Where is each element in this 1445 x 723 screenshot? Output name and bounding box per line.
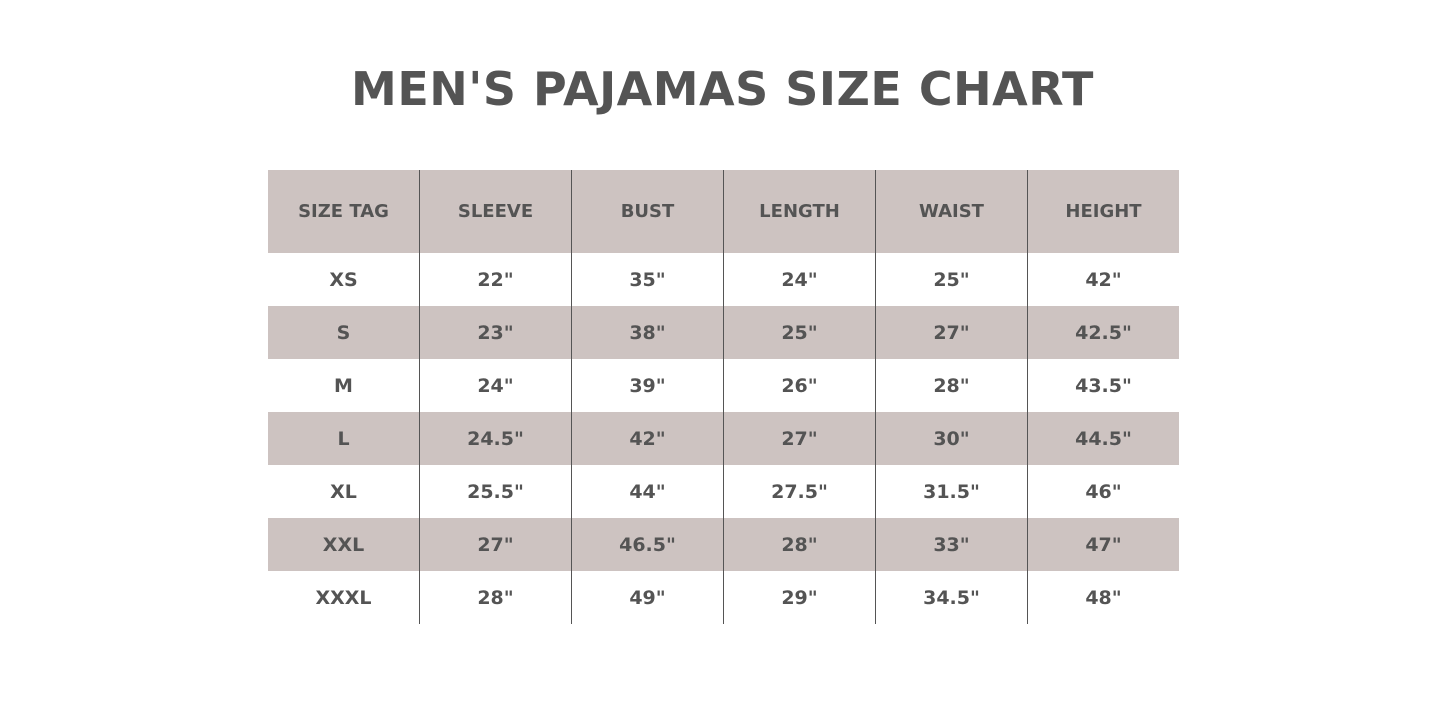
table-cell-size-tag: XXL <box>268 518 420 571</box>
table-cell-height: 42" <box>1027 253 1179 306</box>
table-cell-bust: 42" <box>571 412 724 465</box>
table-cell-waist: 30" <box>875 412 1028 465</box>
table-cell-waist: 33" <box>875 518 1028 571</box>
table-row: S 23" 38" 25" 27" 42.5" <box>268 306 1179 359</box>
column-header-bust: BUST <box>571 170 724 253</box>
column-header-size-tag: SIZE TAG <box>268 170 420 253</box>
table-cell-height: 42.5" <box>1027 306 1179 359</box>
column-header-height: HEIGHT <box>1027 170 1179 253</box>
table-cell-length: 25" <box>723 306 876 359</box>
table-cell-size-tag: L <box>268 412 420 465</box>
table-cell-bust: 35" <box>571 253 724 306</box>
table-cell-length: 26" <box>723 359 876 412</box>
table-row: L 24.5" 42" 27" 30" 44.5" <box>268 412 1179 465</box>
table-cell-sleeve: 24.5" <box>419 412 572 465</box>
table-cell-waist: 25" <box>875 253 1028 306</box>
table-cell-height: 47" <box>1027 518 1179 571</box>
table-cell-size-tag: XL <box>330 480 357 503</box>
size-chart-table: SIZE TAG SLEEVE BUST LENGTH WAIST HEIGHT XS 22… <box>268 170 1179 624</box>
column-header-sleeve: SLEEVE <box>419 170 572 253</box>
table-cell-sleeve: 28" <box>419 571 572 624</box>
table-row: M 24" 39" 26" 28" 43.5" <box>268 359 1179 412</box>
table-cell-length: 28" <box>723 518 876 571</box>
table-cell-sleeve: 24" <box>419 359 572 412</box>
table-cell-size-tag: XS <box>329 268 358 291</box>
column-header-length: LENGTH <box>723 170 876 253</box>
table-row: XS 22" 35" 24" 25" 42" <box>268 253 1179 306</box>
column-header-waist: WAIST <box>875 170 1028 253</box>
table-cell-height: 44.5" <box>1027 412 1179 465</box>
table-cell-sleeve: 22" <box>419 253 572 306</box>
table-cell-waist: 31.5" <box>875 465 1028 518</box>
table-cell-sleeve: 23" <box>419 306 572 359</box>
table-cell-sleeve: 27" <box>419 518 572 571</box>
table-header-row: SIZE TAG SLEEVE BUST LENGTH WAIST HEIGHT <box>268 170 1179 253</box>
table-cell-height: 43.5" <box>1027 359 1179 412</box>
table-cell-height: 48" <box>1027 571 1179 624</box>
table-cell-waist: 34.5" <box>875 571 1028 624</box>
table-cell-length: 27.5" <box>723 465 876 518</box>
table-cell-size-tag: S <box>268 306 420 359</box>
page-title: MEN'S PAJAMAS SIZE CHART <box>351 62 1094 116</box>
table-cell-bust: 49" <box>571 571 724 624</box>
table-cell-waist: 27" <box>875 306 1028 359</box>
table-cell-height: 46" <box>1027 465 1179 518</box>
table-cell-sleeve: 25.5" <box>419 465 572 518</box>
table-cell-length: 29" <box>723 571 876 624</box>
table-cell-bust: 39" <box>571 359 724 412</box>
table-cell-length: 24" <box>723 253 876 306</box>
table-cell-bust: 38" <box>571 306 724 359</box>
table-body: XS 22" 35" 24" 25" 42" S 23" 38" 25" 27" 42.5" M 24" 3… <box>268 253 1179 624</box>
table-cell-waist: 28" <box>875 359 1028 412</box>
table-cell-bust: 46.5" <box>571 518 724 571</box>
table-cell-size-tag: M <box>334 374 353 397</box>
table-cell-length: 27" <box>723 412 876 465</box>
table-cell-size-tag: XXXL <box>315 586 372 609</box>
table-row: XXL 27" 46.5" 28" 33" 47" <box>268 518 1179 571</box>
table-row: XL 25.5" 44" 27.5" 31.5" 46" <box>268 465 1179 518</box>
table-cell-bust: 44" <box>571 465 724 518</box>
table-row: XXXL 28" 49" 29" 34.5" 48" <box>268 571 1179 624</box>
